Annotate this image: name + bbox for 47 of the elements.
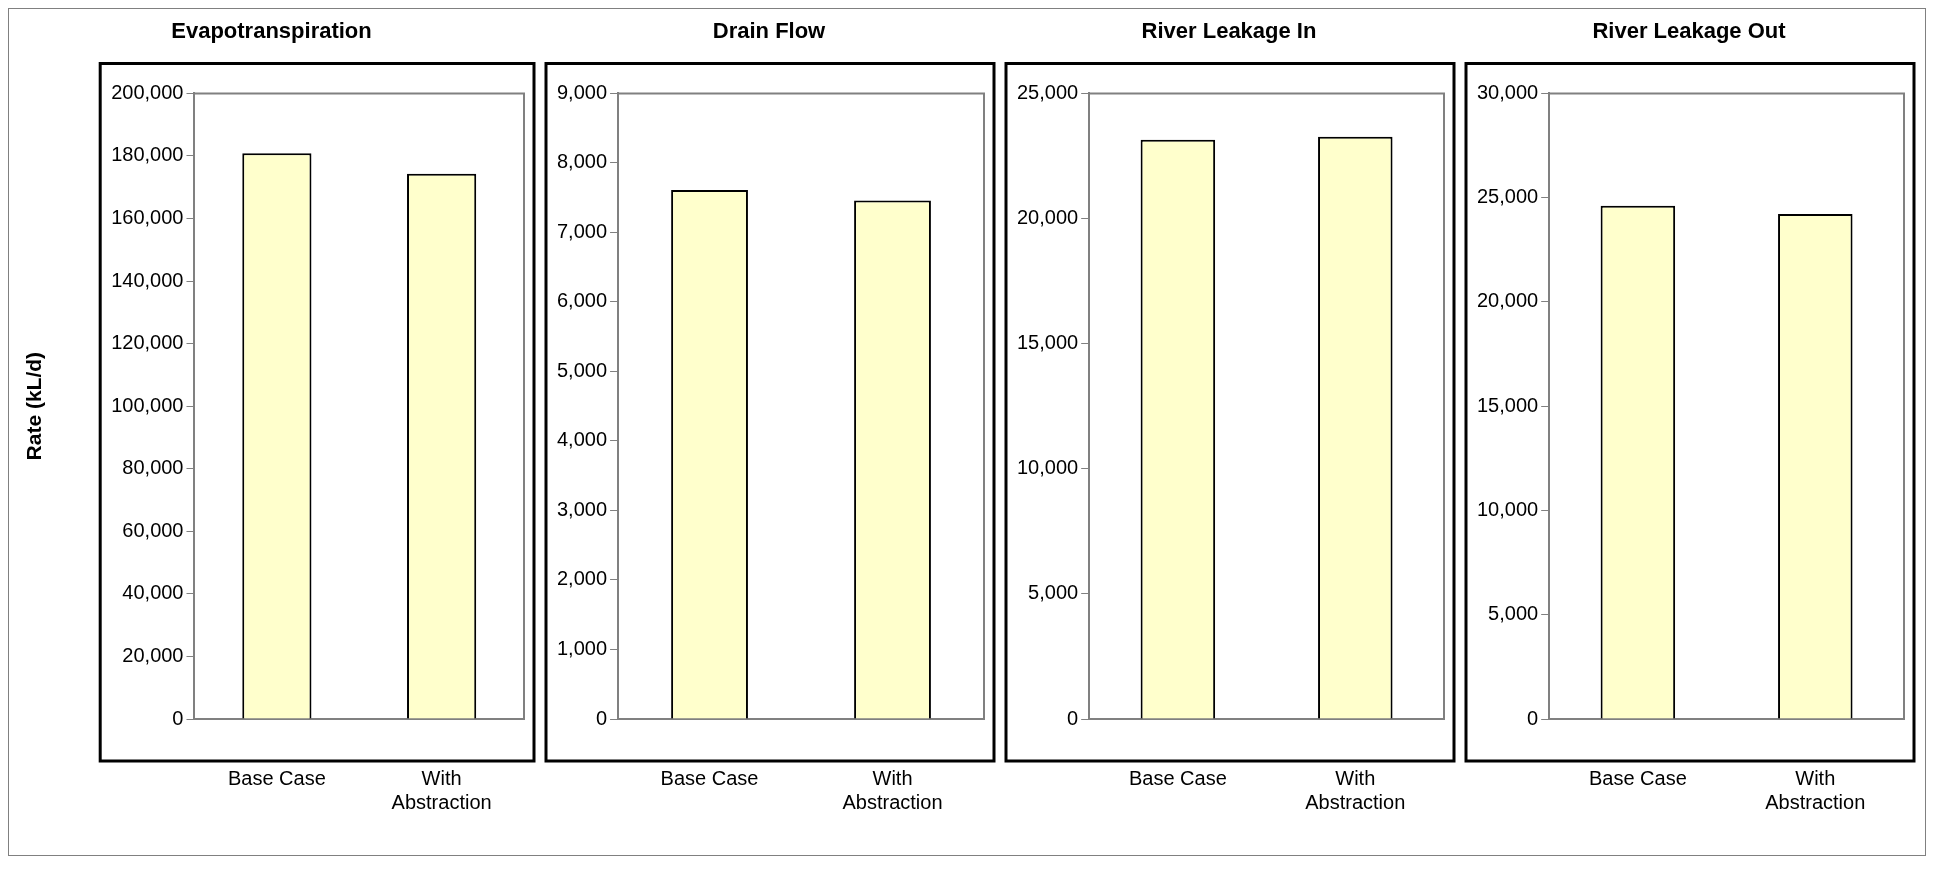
y-tick-label: 25,000	[1477, 185, 1539, 208]
y-axis-title: Rate (kL/d)	[22, 351, 46, 461]
x-tick-label: Base Case	[1128, 766, 1227, 789]
y-tick-label: 2,000	[556, 567, 608, 590]
y-tick-label: 10,000	[1017, 456, 1079, 479]
x-tick-label: Base Case	[227, 766, 326, 789]
y-tick-label: 15,000	[1017, 331, 1079, 354]
x-tick-label: Base Case	[1588, 766, 1687, 789]
x-tick-label: With Abstraction	[1305, 766, 1406, 813]
x-tick-label: With Abstraction	[842, 766, 943, 813]
chart-title: Drain Flow	[712, 18, 827, 44]
y-tick-label: 4,000	[556, 428, 608, 451]
y-tick-label: 100,000	[111, 393, 184, 416]
y-tick-label: 120,000	[111, 331, 184, 354]
y-tick-label: 10,000	[1477, 497, 1539, 520]
y-tick-label: 25,000	[1017, 80, 1079, 103]
y-tick-label: 40,000	[122, 581, 184, 604]
x-tick-label: With Abstraction	[1765, 766, 1866, 813]
y-tick-label: 0	[172, 706, 184, 729]
y-tick-label: 20,000	[1017, 206, 1079, 229]
y-tick-label: 80,000	[122, 456, 184, 479]
y-tick-label: 5,000	[1488, 602, 1539, 625]
y-tick-label: 200,000	[111, 80, 184, 103]
y-tick-label: 8,000	[556, 150, 608, 173]
y-tick-label: 9,000	[556, 80, 608, 103]
y-tick-label: 15,000	[1477, 393, 1539, 416]
y-tick-label: 180,000	[111, 143, 184, 166]
chart-title: River Leakage Out	[1592, 18, 1787, 44]
x-tick-label: Base Case	[660, 766, 759, 789]
y-tick-label: 5,000	[1028, 581, 1079, 604]
y-tick-label: 6,000	[556, 289, 608, 312]
y-tick-label: 7,000	[556, 219, 608, 242]
y-tick-label: 0	[1067, 706, 1079, 729]
y-tick-label: 3,000	[556, 497, 608, 520]
y-tick-label: 0	[595, 706, 608, 729]
y-tick-label: 30,000	[1477, 80, 1539, 103]
chart-title: Evapotranspiration	[171, 18, 372, 44]
y-tick-label: 20,000	[122, 643, 184, 666]
y-tick-label: 5,000	[556, 358, 608, 381]
y-tick-label: 0	[1527, 706, 1539, 729]
y-tick-label: 160,000	[111, 206, 184, 229]
y-tick-label: 60,000	[122, 518, 184, 541]
chart-title: River Leakage In	[1141, 18, 1317, 44]
y-tick-label: 20,000	[1477, 289, 1539, 312]
y-tick-label: 140,000	[111, 268, 184, 291]
x-tick-label: With Abstraction	[391, 766, 492, 813]
y-tick-label: 1,000	[556, 637, 608, 659]
